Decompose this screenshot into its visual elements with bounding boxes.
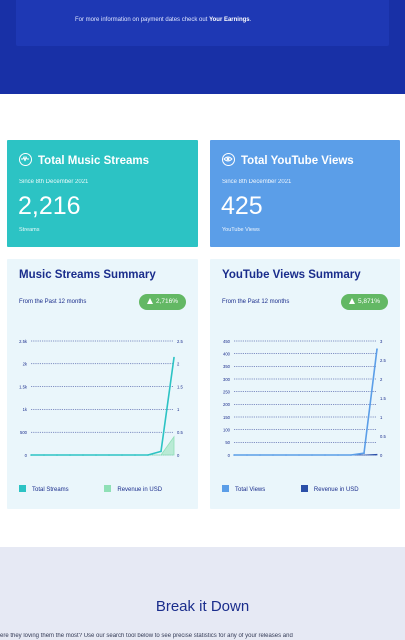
series-primary-point bbox=[134, 454, 136, 456]
y-tick-label: 300 bbox=[223, 377, 231, 382]
y-tick-label: 50 bbox=[225, 440, 230, 445]
legend-swatch-revenue bbox=[300, 485, 308, 492]
youtube-summary-card: YouTube Views Summary From the Past 12 m… bbox=[210, 259, 400, 509]
series-primary-point bbox=[324, 454, 326, 456]
series-primary-point bbox=[160, 450, 162, 453]
y-tick-label: 2.5k bbox=[19, 339, 28, 344]
series-primary-point bbox=[147, 454, 149, 456]
legend-swatch-streams bbox=[19, 485, 26, 492]
break-it-down-title: Break it Down bbox=[155, 598, 250, 615]
series-primary-point bbox=[82, 454, 84, 456]
y-tick-label: 150 bbox=[223, 415, 231, 420]
y-tick-label: 400 bbox=[223, 351, 231, 356]
header-band: For more information on payment dates ch… bbox=[0, 0, 405, 94]
music-streams-label: Streams bbox=[19, 227, 40, 233]
series-primary-point bbox=[95, 454, 97, 456]
y2-tick-label: 2.5 bbox=[177, 339, 183, 344]
youtube-summary-title: YouTube Views Summary bbox=[222, 269, 361, 281]
up-arrow-icon bbox=[348, 297, 355, 304]
series-primary-point bbox=[376, 348, 378, 350]
youtube-since: Since 8th December 2021 bbox=[222, 179, 292, 185]
series-primary-point bbox=[69, 454, 71, 456]
youtube-views-title: Total YouTube Views bbox=[222, 153, 354, 167]
series-primary-point bbox=[108, 454, 110, 456]
y-tick-label: 0 bbox=[228, 453, 231, 458]
break-section bbox=[0, 547, 405, 640]
legend-swatch-revenue bbox=[104, 485, 112, 492]
eye-icon bbox=[222, 153, 235, 166]
youtube-views-chart: 0 50 100 150 200 250 300 350 400 450 0 0.5 1 1.5 2 2.5 3… bbox=[223, 339, 386, 458]
music-since: Since 8th December 2021 bbox=[19, 179, 89, 185]
break-description: ere they loving them the most? Use our s… bbox=[0, 633, 293, 639]
series-primary-point bbox=[272, 454, 274, 456]
series-primary-point bbox=[43, 454, 45, 456]
y-tick-label: 1.5k bbox=[19, 384, 28, 389]
series-primary-point bbox=[298, 454, 300, 456]
legend-swatch-views bbox=[222, 485, 229, 492]
y2-tick-label: 2 bbox=[177, 362, 180, 367]
y2-tick-label: 1 bbox=[380, 415, 383, 420]
legend-revenue-usd[interactable]: Revenue in USD bbox=[117, 487, 163, 493]
legend-total-views[interactable]: Total Views bbox=[235, 487, 266, 493]
music-streams-value: 2,216 bbox=[18, 192, 81, 220]
y2-tick-label: 0.5 bbox=[380, 434, 386, 439]
y2-tick-label: 2 bbox=[380, 377, 383, 382]
youtube-views-label: YouTube Views bbox=[222, 227, 260, 233]
y-tick-label: 500 bbox=[20, 430, 28, 435]
y-tick-label: 450 bbox=[223, 339, 231, 344]
y-tick-label: 250 bbox=[223, 389, 231, 394]
series-primary-point bbox=[350, 454, 352, 456]
youtube-growth-badge: 5,871% bbox=[340, 294, 388, 310]
y-tick-label: 350 bbox=[223, 364, 231, 369]
series-primary-line bbox=[234, 349, 378, 456]
your-earnings-link[interactable]: Your Earnings bbox=[209, 17, 250, 23]
y-tick-label: 100 bbox=[223, 427, 231, 432]
series-primary-point bbox=[233, 454, 235, 456]
up-arrow-icon bbox=[146, 297, 153, 304]
y2-tick-label: 1.5 bbox=[380, 396, 386, 401]
y2-tick-label: 0.5 bbox=[177, 430, 183, 435]
series-primary-point bbox=[259, 454, 261, 456]
music-summary-period: From the Past 12 months bbox=[19, 299, 87, 305]
y-tick-label: 2k bbox=[23, 362, 28, 367]
music-summary-card: Music Streams Summary From the Past 12 m… bbox=[7, 259, 198, 509]
series-primary-point bbox=[363, 452, 365, 455]
y-tick-label: 0 bbox=[25, 453, 28, 458]
info-box: For more information on payment dates ch… bbox=[16, 0, 389, 46]
music-chart-legend: Total Streams Revenue in USD bbox=[19, 485, 162, 493]
y2-tick-label: 3 bbox=[380, 339, 383, 344]
waveform-icon bbox=[19, 153, 32, 166]
music-summary-title: Music Streams Summary bbox=[19, 269, 156, 281]
y2-tick-label: 1.5 bbox=[177, 384, 183, 389]
youtube-chart-legend: Total Views Revenue in USD bbox=[222, 485, 359, 493]
payment-info-text: For more information on payment dates ch… bbox=[75, 17, 252, 23]
legend-revenue-usd[interactable]: Revenue in USD bbox=[313, 487, 359, 493]
youtube-views-card: Total YouTube Views Since 8th December 2… bbox=[210, 140, 400, 247]
y2-tick-label: 2.5 bbox=[380, 358, 386, 363]
music-streams-chart: 05001k1.5k2k2.5k00.511.522.5AprMayJunJul… bbox=[19, 339, 183, 458]
music-streams-card: Total Music Streams Since 8th December 2… bbox=[7, 140, 198, 247]
youtube-summary-period: From the Past 12 months bbox=[222, 299, 290, 305]
youtube-views-value: 425 bbox=[221, 192, 263, 220]
series-primary-point bbox=[121, 454, 123, 456]
series-primary-point bbox=[173, 356, 175, 359]
y2-tick-label: 1 bbox=[177, 407, 180, 412]
y2-tick-label: 0 bbox=[177, 453, 180, 458]
y-tick-label: 200 bbox=[223, 402, 231, 407]
y2-tick-label: 0 bbox=[380, 453, 383, 458]
series-primary-line bbox=[31, 357, 175, 456]
series-primary-point bbox=[285, 454, 287, 456]
series-primary-point bbox=[311, 454, 313, 456]
legend-total-streams[interactable]: Total Streams bbox=[32, 487, 69, 493]
series-primary-point bbox=[337, 454, 339, 456]
series-primary-point bbox=[30, 454, 32, 456]
music-growth-badge: 2,716% bbox=[138, 294, 186, 310]
series-revenue-area bbox=[31, 435, 175, 456]
music-streams-title: Total Music Streams bbox=[19, 153, 149, 167]
series-primary-point bbox=[56, 454, 58, 456]
series-primary-point bbox=[246, 454, 248, 456]
y-tick-label: 1k bbox=[23, 407, 28, 412]
